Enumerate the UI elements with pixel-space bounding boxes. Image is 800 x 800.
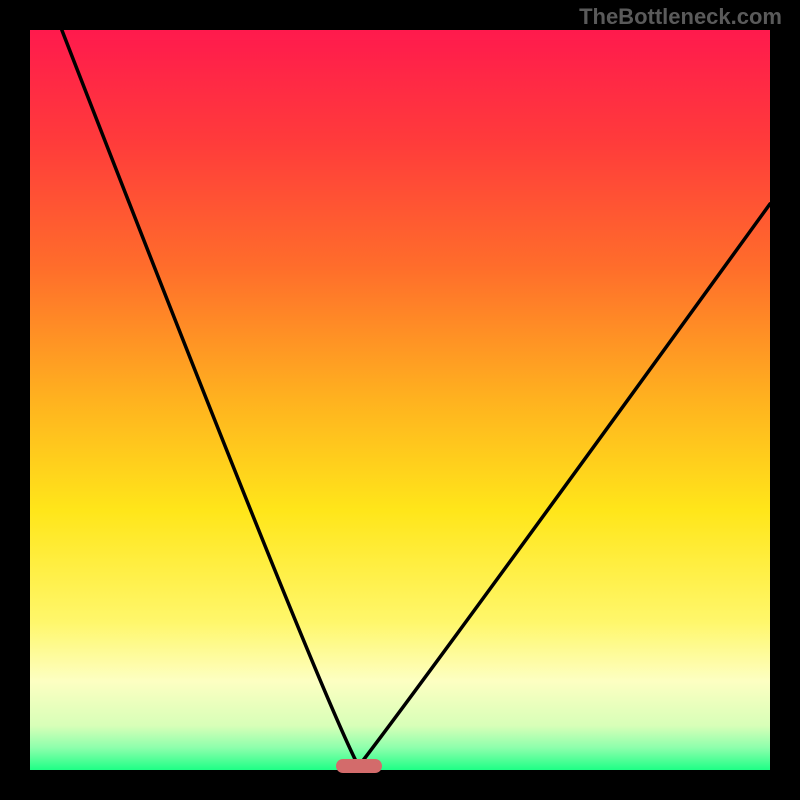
figure-root: TheBottleneck.com: [0, 0, 800, 800]
watermark-text: TheBottleneck.com: [579, 4, 782, 30]
plot-area: [30, 30, 770, 770]
optimum-marker: [336, 759, 382, 773]
bottleneck-curve: [30, 30, 770, 770]
